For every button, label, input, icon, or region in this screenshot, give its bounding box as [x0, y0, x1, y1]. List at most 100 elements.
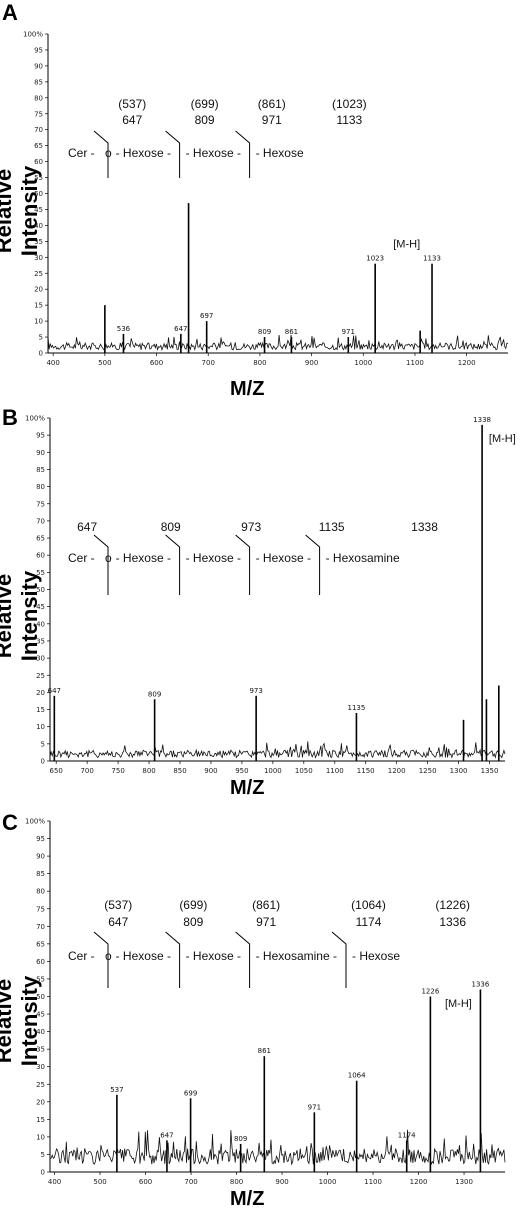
peak-label: 861: [258, 1047, 271, 1055]
y-tick-label: 75: [34, 110, 43, 118]
x-axis-label: M/Z: [230, 777, 265, 799]
x-tick-label: 1300: [450, 767, 468, 775]
cleavage-bracket: [331, 931, 347, 988]
y-tick-label: 95: [34, 46, 43, 54]
spectrum-chart-c: 0 5 10 15 20 25 30 35 40 45 50 55 60 65 70 75 80 85 90 95 10…: [25, 818, 506, 1186]
cleavage-bracket: [235, 534, 251, 595]
fragment-mass: 1135: [319, 520, 345, 534]
fragment-mass-paren: (1064): [351, 898, 386, 912]
fragment-mass-paren: (1023): [332, 97, 367, 111]
peak-label: 1023: [366, 255, 384, 263]
x-tick-label: 700: [184, 1178, 197, 1186]
peak-label: 809: [148, 690, 161, 698]
spectrum-noise: [49, 1129, 506, 1166]
peak-label: 647: [160, 1131, 173, 1139]
cleavage-bracket: [235, 931, 251, 988]
y-tick-label: 65: [34, 142, 43, 150]
y-tick-label: 10: [36, 723, 45, 731]
peak-label: 809: [258, 328, 271, 336]
y-tick-label: 100%: [25, 818, 45, 826]
y-tick-label: 0: [41, 758, 45, 766]
y-tick-label: 50: [36, 993, 45, 1001]
y-tick-label: 85: [36, 870, 45, 878]
structure-fragment: - Hexose -: [186, 949, 241, 963]
y-tick-label: 35: [36, 1046, 45, 1054]
x-tick-label: 1000: [264, 767, 282, 775]
y-tick-label: 70: [36, 517, 45, 525]
y-tick-label: 15: [36, 706, 45, 714]
y-tick-label: 95: [36, 835, 45, 843]
y-tick-label: 45: [36, 603, 45, 611]
y-tick-label: 45: [36, 1011, 45, 1019]
y-tick-label: 25: [34, 270, 43, 278]
x-tick-label: 900: [204, 767, 217, 775]
y-tick-label: 70: [36, 923, 45, 931]
y-tick-label: 40: [34, 222, 43, 230]
x-tick-label: 500: [98, 359, 111, 367]
cleavage-bracket: [165, 931, 181, 988]
fragment-mass: 809: [195, 113, 215, 127]
peak-label: 973: [249, 687, 262, 695]
x-tick-label: 1000: [354, 359, 372, 367]
peak-label: 1064: [348, 1072, 366, 1080]
peak-label: 1226: [421, 988, 439, 996]
structure-fragment: - Hexose -: [186, 146, 241, 160]
x-tick-label: 1000: [319, 1178, 337, 1186]
y-tick-label: 55: [36, 975, 45, 983]
x-tick-label: 650: [50, 767, 63, 775]
structure-fragment: - Hexose -: [116, 551, 171, 565]
y-tick-label: 90: [34, 62, 43, 70]
x-tick-label: 1350: [481, 767, 499, 775]
spectrum-noise: [49, 741, 506, 759]
panel-letter: A: [2, 0, 18, 25]
y-tick-label: 90: [36, 853, 45, 861]
y-tick-label: 5: [41, 740, 45, 748]
y-tick-label: 20: [36, 689, 45, 697]
spectrum-chart-a: 0 5 10 15 20 25 30 35 40 45 50 55 60 65 70 75 80 85 90 95 10…: [23, 31, 509, 367]
y-tick-label: 0: [41, 1169, 45, 1177]
fragment-mass: 1133: [336, 113, 362, 127]
y-tick-label: 50: [34, 190, 43, 198]
x-tick-label: 1200: [410, 1178, 428, 1186]
y-tick-label: 40: [36, 620, 45, 628]
structure-fragment: - Hexose: [352, 949, 400, 963]
fragment-mass-paren: (1226): [435, 898, 470, 912]
cleavage-bracket: [235, 130, 251, 178]
x-tick-label: 1200: [458, 359, 476, 367]
y-tick-label: 65: [36, 535, 45, 543]
panel-c: C Relative Intensity 0 5 10 15 20 25 30 35 40 45 5…: [0, 810, 520, 1210]
fragment-mass-paren: (537): [118, 97, 146, 111]
peak-label: 697: [200, 312, 213, 320]
mh-label: [M-H]: [393, 239, 420, 251]
peak-label: 699: [184, 1089, 197, 1097]
y-tick-label: 85: [34, 78, 43, 86]
y-tick-label: 90: [36, 449, 45, 457]
x-tick-label: 800: [142, 767, 155, 775]
fragment-mass: 647: [122, 113, 142, 127]
y-tick-label: 100%: [23, 31, 43, 39]
peak-label: 647: [48, 687, 61, 695]
fragment-mass: 1336: [439, 915, 466, 929]
y-tick-label: 5: [41, 1151, 45, 1159]
structure-fragment: - Hexose -: [256, 551, 311, 565]
fragment-mass: 647: [108, 915, 128, 929]
y-tick-label: 80: [36, 483, 45, 491]
y-tick-label: 10: [36, 1133, 45, 1141]
x-tick-label: 400: [46, 359, 59, 367]
y-tick-label: 55: [34, 174, 43, 182]
fragment-mass-paren: (699): [191, 97, 219, 111]
fragment-mass: 809: [161, 520, 181, 534]
cleavage-bracket: [305, 534, 321, 595]
x-tick-label: 1100: [406, 359, 424, 367]
structure-fragment: - Hexosamine -: [256, 949, 337, 963]
peak-label: 1338: [473, 416, 491, 424]
x-tick-label: 900: [305, 359, 318, 367]
y-tick-label: 70: [34, 126, 43, 134]
y-tick-label: 60: [36, 958, 45, 966]
structure-fragment: - Hexose: [256, 146, 304, 160]
y-tick-label: 100%: [25, 415, 45, 423]
structure-fragment: - Hexose -: [116, 949, 171, 963]
x-axis-label: M/Z: [230, 378, 265, 400]
peak-label: 971: [342, 328, 355, 336]
peak-label: 861: [285, 328, 298, 336]
